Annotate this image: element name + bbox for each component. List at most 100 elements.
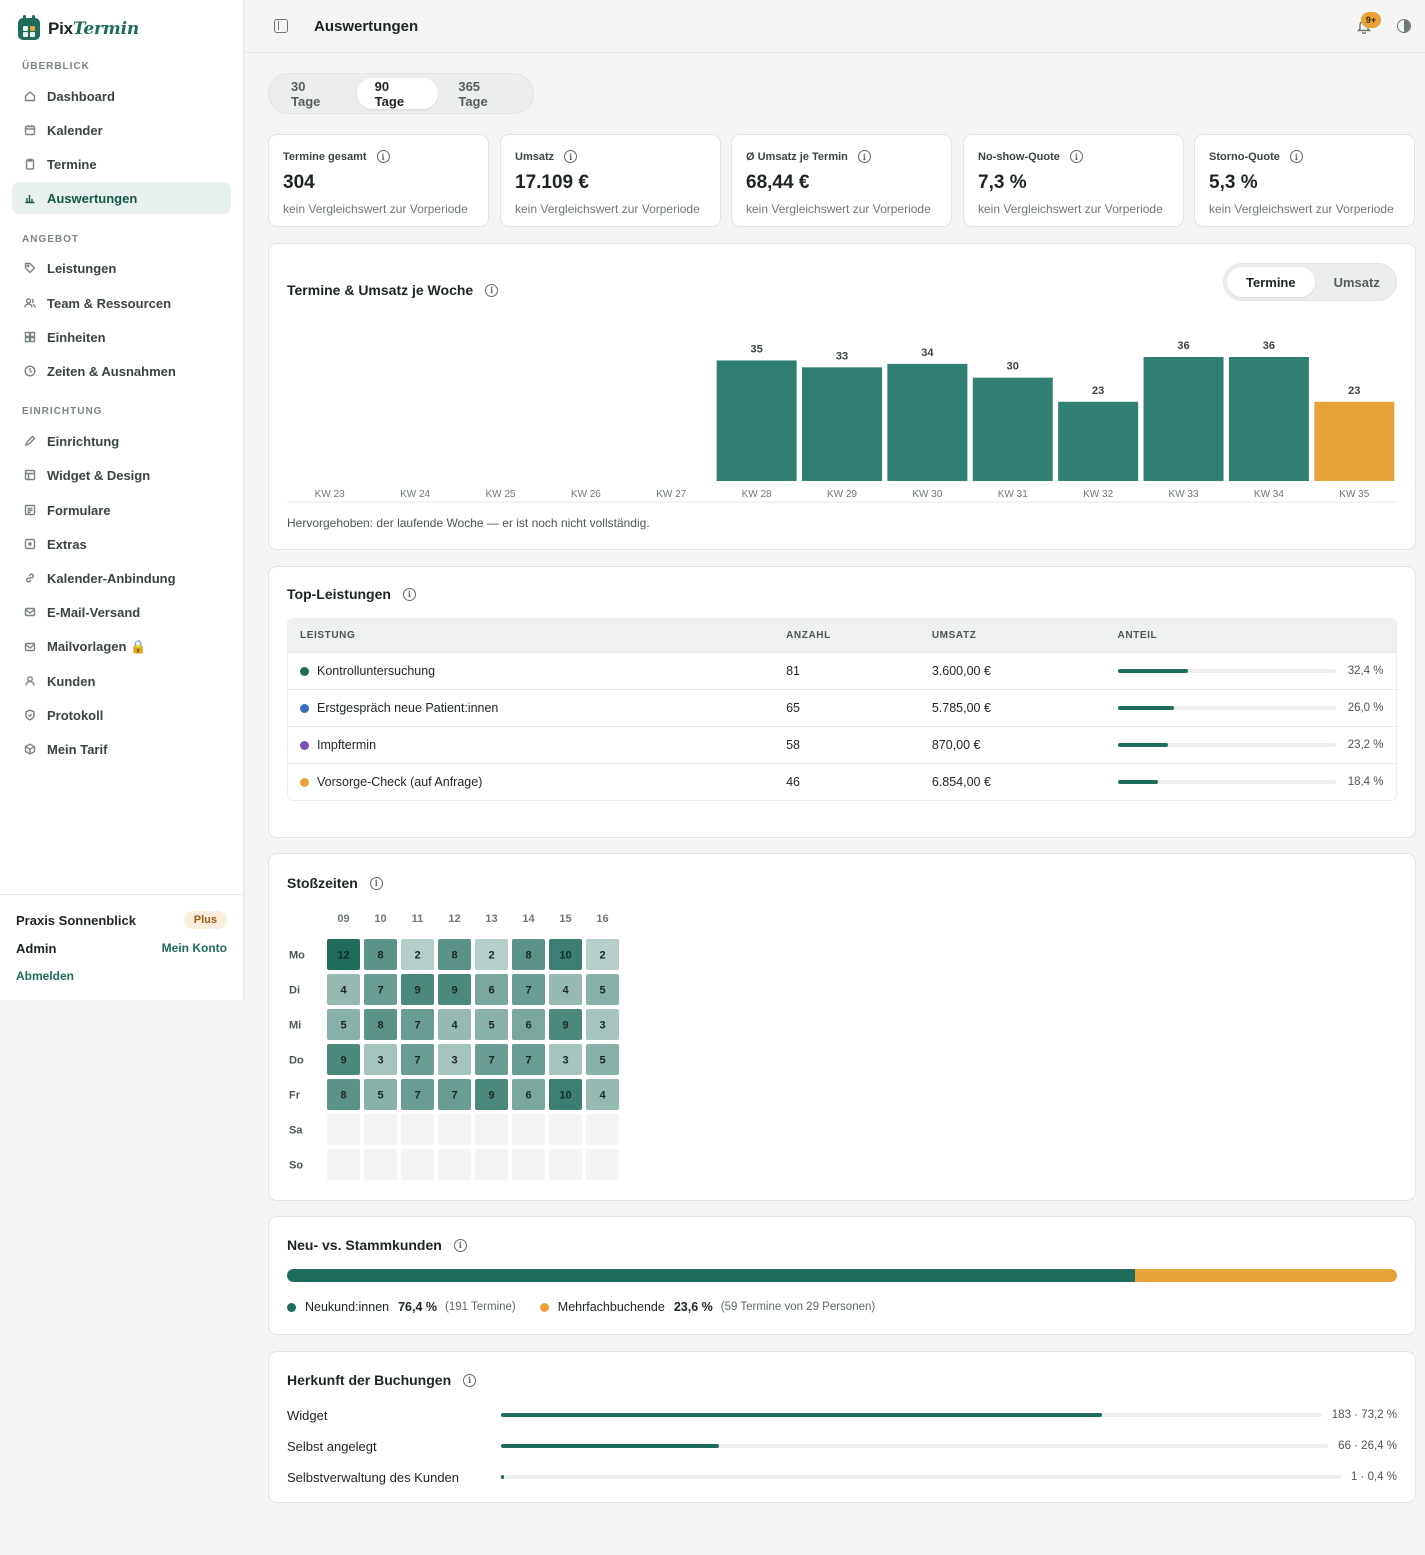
heatmap-cell[interactable]	[327, 1009, 360, 1040]
info-icon[interactable]: i	[1069, 150, 1083, 163]
sidebar-item-protokoll[interactable]: Protokoll	[12, 699, 231, 731]
heatmap-cell[interactable]	[438, 1044, 471, 1075]
sidebar-item-extras[interactable]: Extras	[12, 528, 231, 560]
period-option-365-tage[interactable]: 365 Tage	[458, 78, 488, 109]
bar-kw-33[interactable]	[1143, 357, 1224, 481]
heatmap-cell[interactable]	[327, 1114, 360, 1145]
bar-kw-35[interactable]	[1314, 401, 1395, 481]
sidebar-item-leistungen[interactable]: Leistungen	[12, 252, 231, 284]
metric-toggle-termine[interactable]: Termine	[1227, 267, 1315, 297]
sidebar-item-team-ressourcen[interactable]: Team & Ressourcen	[12, 287, 231, 319]
heatmap-cell[interactable]	[475, 1009, 508, 1040]
heatmap-cell[interactable]	[586, 1149, 619, 1180]
heatmap-cell[interactable]	[549, 1044, 582, 1075]
heatmap-cell[interactable]	[512, 1079, 545, 1110]
heatmap-cell[interactable]	[364, 1114, 397, 1145]
info-icon[interactable]: i	[485, 283, 499, 297]
heatmap-cell[interactable]	[586, 1079, 619, 1110]
heatmap-cell[interactable]	[438, 1149, 471, 1180]
info-icon[interactable]: i	[453, 1238, 467, 1252]
period-option-30-tage[interactable]: 30 Tage	[291, 78, 321, 109]
heatmap-cell[interactable]	[327, 1079, 360, 1110]
heatmap-cell[interactable]	[327, 1044, 360, 1075]
info-icon[interactable]: i	[1289, 150, 1303, 163]
sidebar-item-zeiten-ausnahmen[interactable]: Zeiten & Ausnahmen	[12, 355, 231, 387]
table-row[interactable]: Kontrolluntersuchung 81 3.600,00 € 32,4 …	[288, 652, 1396, 689]
heatmap-cell[interactable]	[512, 974, 545, 1005]
heatmap-cell[interactable]	[586, 1114, 619, 1145]
table-row[interactable]: Vorsorge-Check (auf Anfrage) 46 6.854,00…	[288, 763, 1396, 800]
heatmap-cell[interactable]	[549, 1149, 582, 1180]
heatmap-cell[interactable]	[438, 1079, 471, 1110]
bar-kw-30[interactable]	[887, 363, 968, 481]
logout-link[interactable]: Abmelden	[16, 969, 75, 983]
heatmap-cell[interactable]	[512, 1149, 545, 1180]
heatmap-cell[interactable]	[364, 974, 397, 1005]
heatmap-cell[interactable]	[438, 1114, 471, 1145]
heatmap-cell[interactable]	[401, 1079, 434, 1110]
heatmap-cell[interactable]	[401, 1044, 434, 1075]
info-icon[interactable]: i	[369, 876, 383, 890]
sidebar-toggle-icon[interactable]	[274, 19, 288, 33]
bar-kw-29[interactable]	[802, 367, 882, 481]
heatmap-cell[interactable]	[364, 1079, 397, 1110]
heatmap-cell[interactable]	[549, 1079, 582, 1110]
brand[interactable]: PixTermin	[18, 15, 139, 42]
column-header[interactable]: ANTEIL	[1117, 630, 1158, 641]
bar-kw-31[interactable]	[972, 377, 1053, 481]
heatmap-cell[interactable]	[549, 939, 582, 970]
sidebar-item-einheiten[interactable]: Einheiten	[12, 321, 231, 353]
heatmap-cell[interactable]	[475, 1044, 508, 1075]
sidebar-item-kunden[interactable]: Kunden	[12, 665, 231, 697]
heatmap-cell[interactable]	[549, 974, 582, 1005]
info-icon[interactable]: i	[564, 150, 578, 163]
bar-kw-28[interactable]	[716, 360, 797, 481]
column-header[interactable]: UMSATZ	[931, 630, 977, 641]
heatmap-cell[interactable]	[438, 1009, 471, 1040]
my-account-link[interactable]: Mein Konto	[161, 941, 227, 955]
sidebar-item-kalender-anbindung[interactable]: Kalender-Anbindung	[12, 562, 231, 594]
heatmap-cell[interactable]	[512, 939, 545, 970]
heatmap-cell[interactable]	[401, 1009, 434, 1040]
heatmap-cell[interactable]	[512, 1009, 545, 1040]
heatmap-cell[interactable]	[475, 939, 508, 970]
heatmap-cell[interactable]	[401, 974, 434, 1005]
heatmap-cell[interactable]	[475, 1149, 508, 1180]
info-icon[interactable]: i	[463, 1373, 477, 1387]
info-icon[interactable]: i	[857, 150, 871, 163]
sidebar-item-einrichtung[interactable]: Einrichtung	[12, 425, 231, 457]
heatmap-cell[interactable]	[549, 1114, 582, 1145]
heatmap-cell[interactable]	[475, 1114, 508, 1145]
sidebar-item-widget-design[interactable]: Widget & Design	[12, 459, 231, 491]
sidebar-item-e-mail-versand[interactable]: E-Mail-Versand	[12, 596, 231, 628]
heatmap-cell[interactable]	[364, 1149, 397, 1180]
heatmap-cell[interactable]	[475, 1079, 508, 1110]
sidebar-item-termine[interactable]: Termine	[12, 148, 231, 180]
heatmap-cell[interactable]	[364, 1044, 397, 1075]
heatmap-cell[interactable]	[401, 1114, 434, 1145]
bar-kw-34[interactable]	[1228, 357, 1309, 481]
heatmap-cell[interactable]	[401, 1149, 434, 1180]
table-row[interactable]: Erstgespräch neue Patient:innen 65 5.785…	[288, 689, 1396, 726]
sidebar-item-kalender[interactable]: Kalender	[12, 114, 231, 146]
period-option-90-tage[interactable]: 90 Tage	[356, 78, 439, 109]
heatmap-cell[interactable]	[364, 1009, 397, 1040]
column-header[interactable]: ANZAHL	[786, 630, 831, 641]
heatmap-cell[interactable]	[364, 939, 397, 970]
heatmap-cell[interactable]	[586, 939, 619, 970]
sidebar-item-mein-tarif[interactable]: Mein Tarif	[12, 733, 231, 765]
bar-kw-32[interactable]	[1058, 401, 1139, 481]
sidebar-item-auswertungen[interactable]: Auswertungen	[12, 182, 231, 214]
heatmap-cell[interactable]	[512, 1114, 545, 1145]
heatmap-cell[interactable]	[586, 1009, 619, 1040]
heatmap-cell[interactable]	[401, 939, 434, 970]
sidebar-item-dashboard[interactable]: Dashboard	[12, 80, 231, 112]
heatmap-cell[interactable]	[475, 974, 508, 1005]
heatmap-cell[interactable]	[586, 974, 619, 1005]
column-header[interactable]: LEISTUNG	[300, 630, 356, 641]
heatmap-cell[interactable]	[549, 1009, 582, 1040]
sidebar-item-mailvorlagen[interactable]: Mailvorlagen 🔒	[12, 631, 231, 663]
heatmap-cell[interactable]	[512, 1044, 545, 1075]
info-icon[interactable]: i	[402, 587, 416, 601]
theme-toggle-icon[interactable]	[1397, 19, 1411, 33]
